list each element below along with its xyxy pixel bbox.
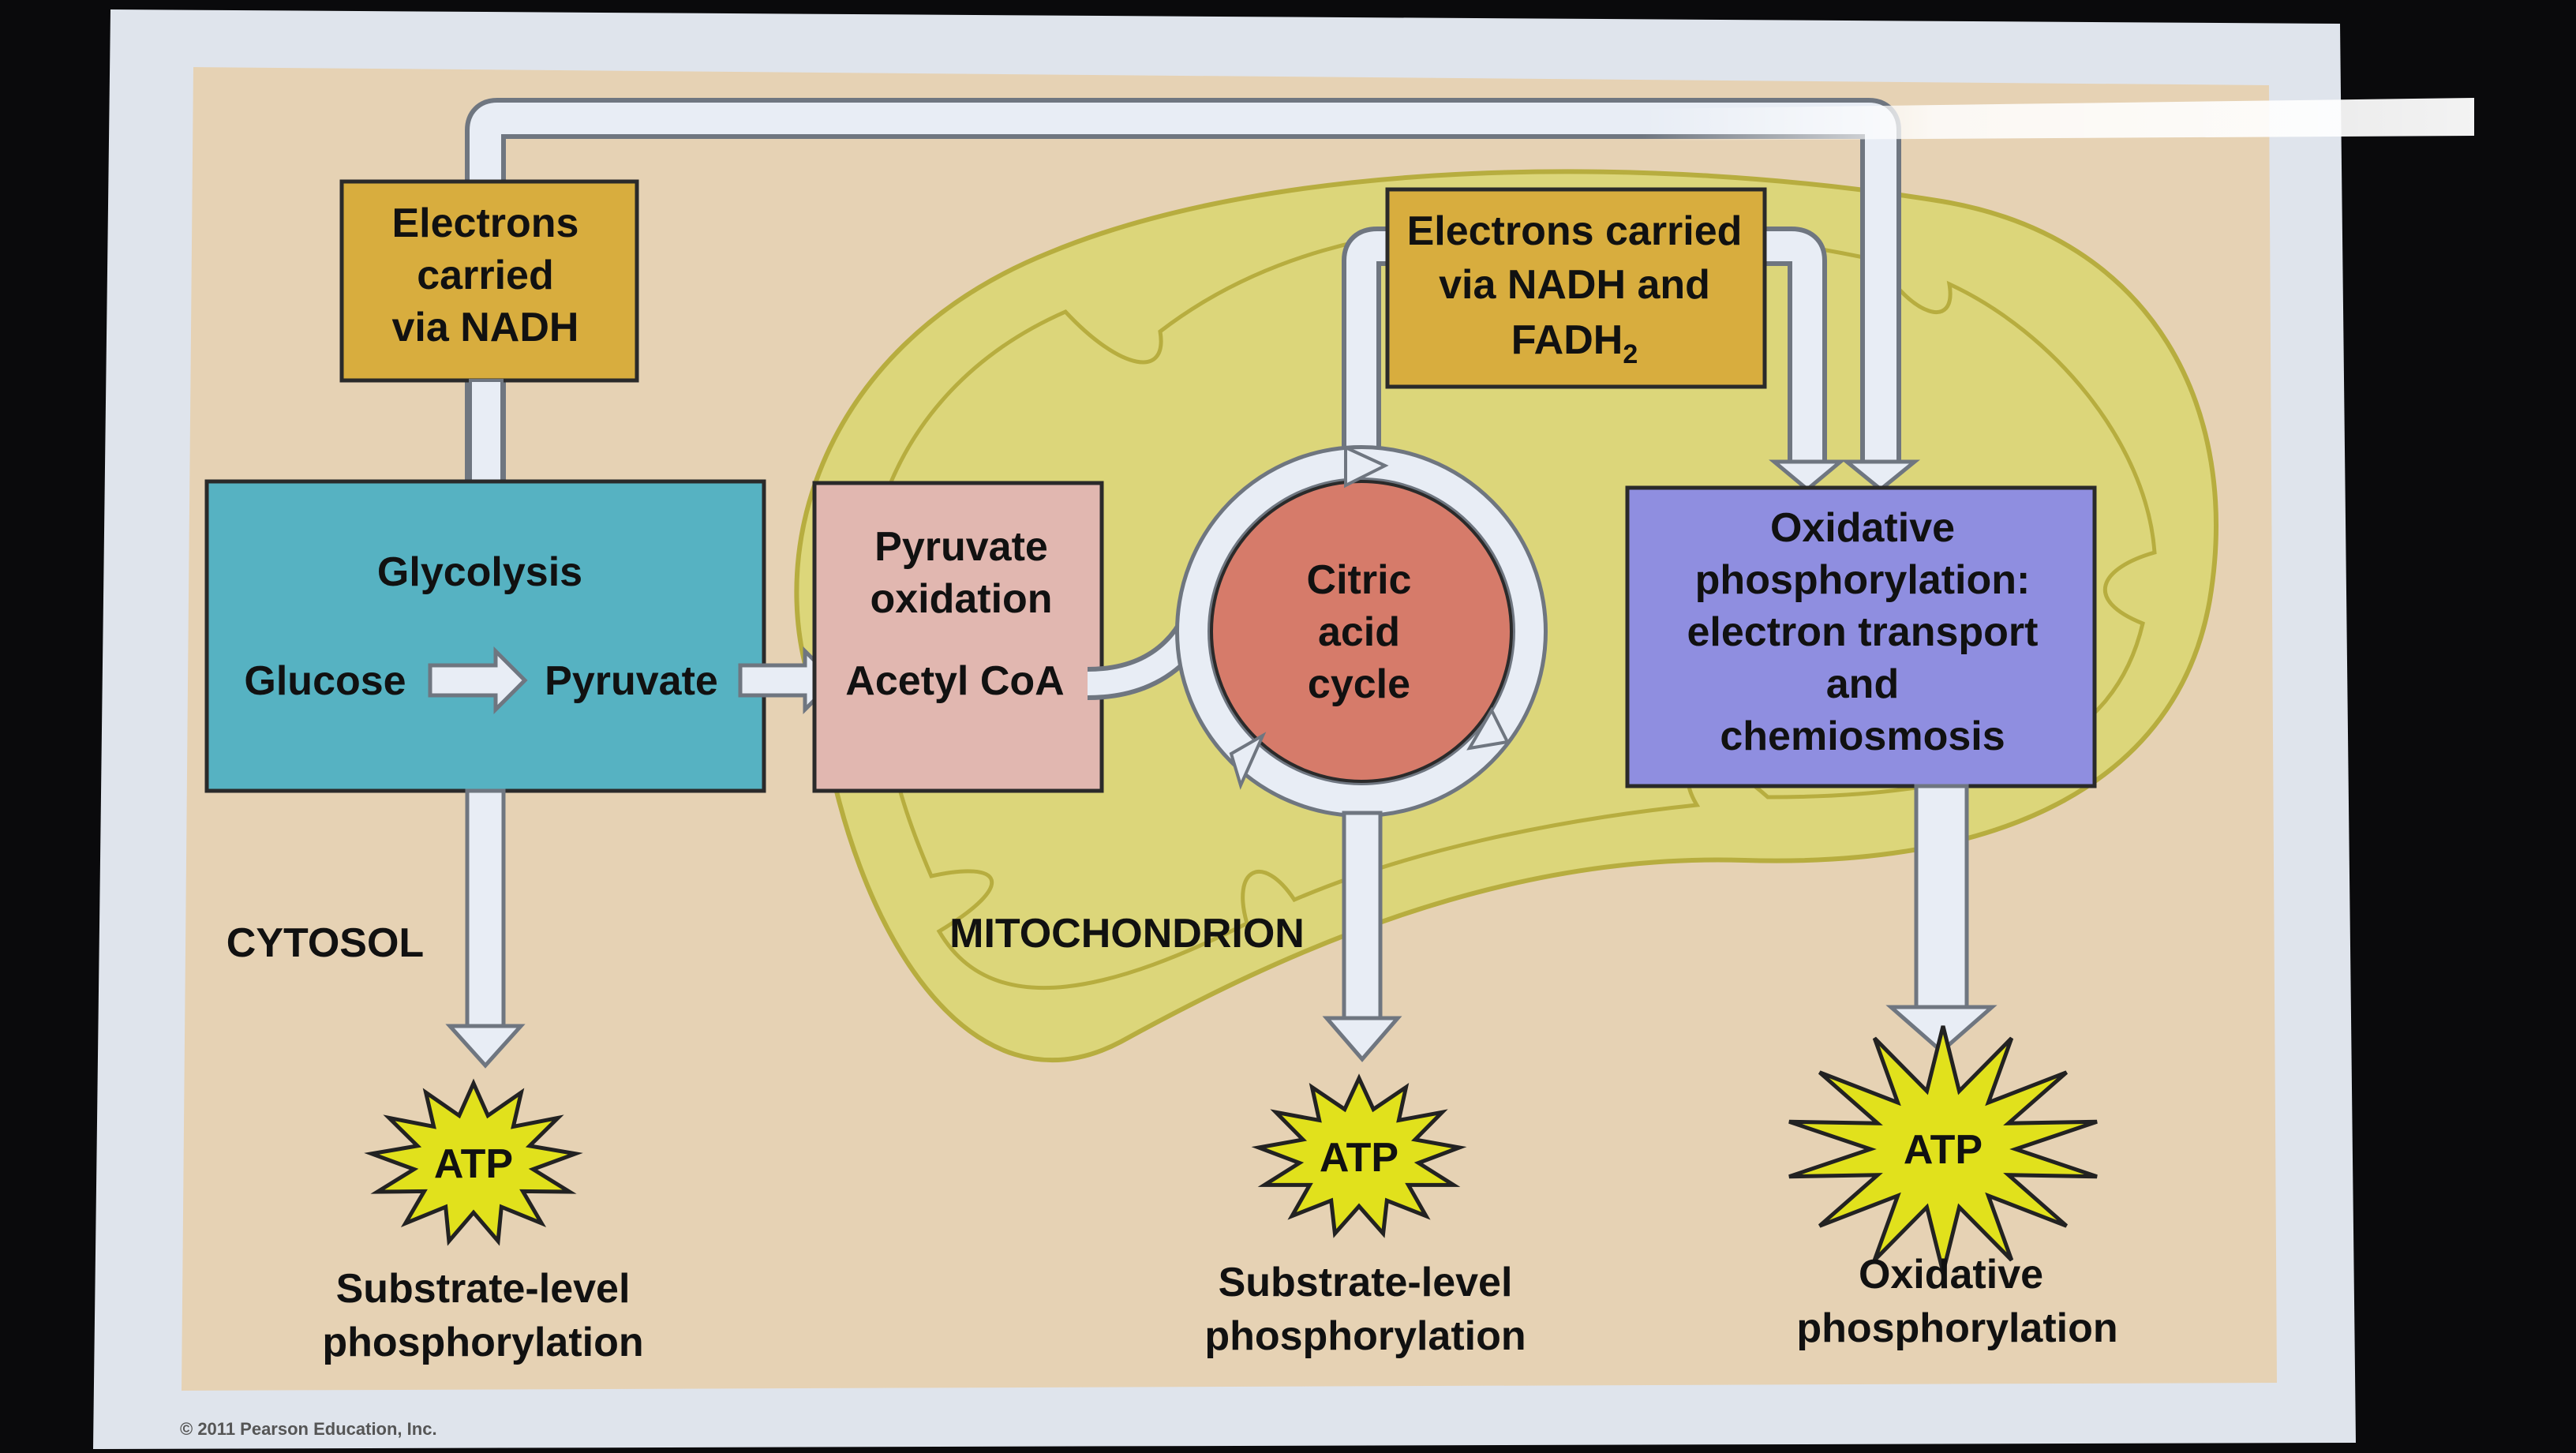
- output-2-caption-line1: Substrate-level: [1219, 1260, 1513, 1305]
- pyruvate-label: Pyruvate: [545, 658, 718, 704]
- oxphos-line4: and: [1826, 661, 1899, 707]
- mitochondrion-inner-membrane: [863, 227, 2157, 991]
- cycle-arrowhead-top: [1344, 444, 1389, 489]
- atp-star-shape: [364, 1078, 583, 1246]
- electrons-fadh-line2: via NADH and: [1439, 262, 1710, 308]
- atp-star-shape: [1251, 1073, 1467, 1238]
- electrons-fadh-line3: FADH2: [1511, 317, 1638, 369]
- cycle-arrowhead-left: [1229, 732, 1267, 790]
- atp-layer: ATP ATP ATP: [364, 1025, 2098, 1273]
- electrons-nadh-line2: carried: [417, 253, 553, 298]
- output-2-caption-line2: phosphorylation: [1204, 1313, 1526, 1359]
- citric-line2: acid: [1318, 609, 1400, 655]
- down-arrow-citric: [1322, 811, 1402, 1062]
- cytosol-label: CYTOSOL: [227, 920, 424, 966]
- down-arrow-oxphos: [1885, 784, 1998, 1054]
- atp-label: ATP: [1320, 1135, 1398, 1181]
- electrons-nadh-box: Electrons carried via NADH: [339, 179, 639, 383]
- oxphos-line3: electron transport: [1687, 609, 2039, 655]
- cycle-arrowhead-right: [1466, 706, 1510, 751]
- electrons-nadh-line1: Electrons: [392, 200, 579, 246]
- electrons-nadh-fadh-box: Electrons carried via NADH and FADH2: [1385, 187, 1767, 389]
- nadh-to-glycolysis-link: [469, 379, 504, 483]
- atp-label: ATP: [1904, 1127, 1983, 1173]
- atp-burst-1: ATP: [364, 1078, 583, 1246]
- down-arrow-glycolysis: [445, 788, 526, 1069]
- oxidative-phosphorylation-box: Oxidative phosphorylation: electron tran…: [1625, 485, 2097, 788]
- output-3-caption-line1: Oxidative: [1859, 1252, 2043, 1298]
- light-glare: [1642, 98, 2474, 140]
- fadh-subscript: 2: [1623, 339, 1638, 369]
- output-1-caption-line1: Substrate-level: [336, 1266, 631, 1312]
- citric-acid-cycle: Citric acid cycle: [1175, 444, 1548, 818]
- oxphos-line5: chemiosmosis: [1720, 713, 2005, 759]
- oxphos-line1: Oxidative: [1770, 505, 1955, 551]
- atp-burst-2: ATP: [1251, 1073, 1467, 1238]
- atp-burst-3: ATP: [1788, 1025, 2098, 1273]
- pyruvate-ox-line1: Pyruvate: [874, 524, 1048, 570]
- atp-star-shape: [1788, 1025, 2098, 1273]
- electrons-nadh-line3: via NADH: [392, 305, 579, 350]
- pyruvate-oxidation-box: Pyruvate oxidation Acetyl CoA: [812, 481, 1104, 793]
- fadh-label: FADH: [1511, 317, 1623, 363]
- glucose-to-pyruvate-arrow: [428, 646, 528, 715]
- glycolysis-title: Glycolysis: [377, 549, 582, 595]
- citric-line1: Citric: [1307, 557, 1412, 603]
- glucose-label: Glucose: [244, 658, 406, 704]
- output-1-caption-line2: phosphorylation: [322, 1320, 643, 1365]
- cycle-circle: [1210, 480, 1513, 783]
- pyruvate-ox-line2: oxidation: [870, 576, 1052, 622]
- copyright-text: © 2011 Pearson Education, Inc.: [180, 1419, 437, 1439]
- oxphos-line2: phosphorylation:: [1695, 557, 2031, 603]
- atp-label: ATP: [434, 1141, 513, 1187]
- glycolysis-box: Glycolysis Glucose Pyruvate: [204, 479, 766, 793]
- output-3-caption-line2: phosphorylation: [1796, 1305, 2117, 1351]
- acetyl-coa-label: Acetyl CoA: [845, 658, 1064, 704]
- citric-line3: cycle: [1308, 661, 1410, 707]
- fadh-connector-arrowhead: [1769, 459, 1846, 492]
- top-connector-arrowhead: [1840, 459, 1921, 492]
- mitochondrion-label: MITOCHONDRION: [949, 911, 1305, 957]
- electrons-fadh-line1: Electrons carried: [1407, 208, 1743, 254]
